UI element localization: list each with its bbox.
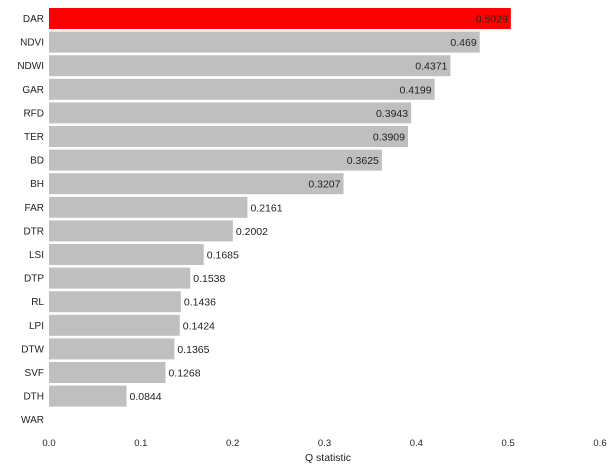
- value-label-bh: 0.3207: [308, 179, 340, 191]
- bar-bh: [49, 173, 344, 195]
- category-label-war: WAR: [21, 415, 44, 426]
- bar-svf: [49, 362, 166, 383]
- x-tick-label-5: 0.5: [502, 438, 515, 449]
- x-tick-label-4: 0.4: [410, 438, 423, 449]
- bar-lsi: [49, 244, 204, 265]
- value-label-dar: 0.5029: [476, 14, 508, 26]
- category-labels-group: DAR NDVI NDWI GAR RFD TER BD BH FAR DTR LSI DTP RL LP…: [17, 14, 44, 426]
- category-label-rfd: RFD: [23, 108, 44, 119]
- category-label-dtw: DTW: [21, 344, 44, 355]
- value-label-ndvi: 0.469: [450, 37, 476, 49]
- x-axis-title: Q statistic: [305, 452, 351, 464]
- bar-far: [49, 196, 248, 218]
- category-label-ndwi: NDWI: [17, 61, 44, 72]
- category-label-dar: DAR: [23, 14, 44, 25]
- x-tick-label-2: 0.2: [226, 438, 239, 449]
- bar-bd: [49, 149, 382, 171]
- value-label-rfd: 0.3943: [376, 108, 408, 120]
- value-label-ter: 0.3909: [373, 132, 405, 144]
- x-tick-label-0: 0.0: [42, 438, 55, 449]
- category-label-dth: DTH: [23, 392, 44, 403]
- category-label-lsi: LSI: [29, 250, 44, 261]
- bar-ndwi: [49, 55, 451, 77]
- category-label-lpi: LPI: [29, 321, 44, 332]
- bar-dth: [49, 385, 127, 407]
- bar-dar: [49, 8, 511, 29]
- value-label-lpi: 0.1424: [183, 320, 215, 332]
- bar-dtp: [49, 267, 191, 289]
- value-label-lsi: 0.1685: [207, 250, 239, 262]
- value-label-rl: 0.1436: [184, 297, 216, 309]
- category-label-ter: TER: [24, 132, 44, 143]
- value-label-ndwi: 0.4371: [415, 61, 447, 73]
- value-label-bd: 0.3625: [347, 155, 379, 167]
- value-label-gar: 0.4199: [399, 84, 431, 96]
- value-label-svf: 0.1268: [168, 368, 200, 380]
- x-tick-labels-group: 0.0 0.1 0.2 0.3 0.4 0.5 0.6: [42, 438, 606, 449]
- value-label-dtw: 0.1365: [177, 344, 209, 356]
- bar-ter: [49, 126, 408, 147]
- x-tick-label-6: 0.6: [593, 438, 606, 449]
- bar-ndvi: [49, 31, 480, 53]
- value-label-dth: 0.0844: [130, 391, 162, 403]
- bar-lpi: [49, 314, 180, 336]
- bars-group: [49, 8, 511, 407]
- category-label-dtp: DTP: [24, 274, 44, 285]
- value-label-dtp: 0.1538: [193, 273, 225, 285]
- bar-dtw: [49, 338, 175, 360]
- category-label-ndvi: NDVI: [20, 38, 44, 49]
- category-label-far: FAR: [25, 203, 44, 214]
- bar-dtr: [49, 220, 233, 242]
- bar-rfd: [49, 102, 412, 124]
- bar-rl: [49, 291, 181, 313]
- category-label-svf: SVF: [25, 368, 44, 379]
- value-label-far: 0.2161: [250, 202, 282, 214]
- category-label-rl: RL: [31, 297, 44, 308]
- value-label-dtr: 0.2002: [236, 226, 268, 238]
- category-label-bh: BH: [30, 179, 44, 190]
- category-label-gar: GAR: [22, 85, 44, 96]
- x-tick-label-1: 0.1: [134, 438, 147, 449]
- category-label-dtr: DTR: [23, 226, 44, 237]
- category-label-bd: BD: [30, 156, 44, 167]
- x-tick-label-3: 0.3: [318, 438, 331, 449]
- bar-gar: [49, 78, 435, 100]
